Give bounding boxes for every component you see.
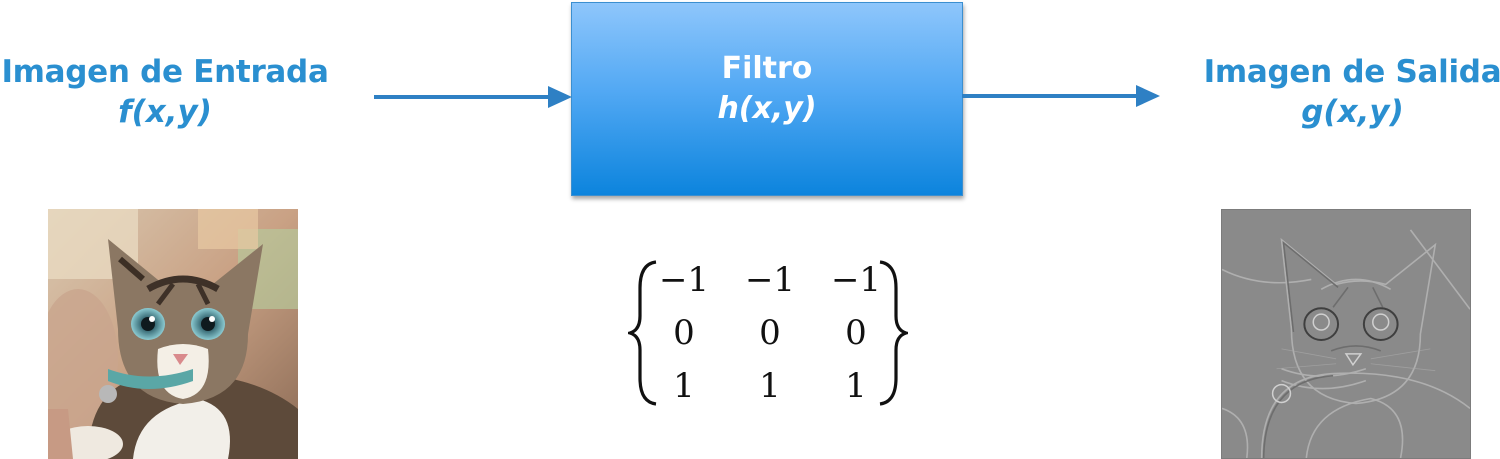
filter-function: h(x,y) xyxy=(717,91,817,126)
kernel-cell: 0 xyxy=(759,313,781,353)
input-image-title: Imagen de Entrada xyxy=(1,54,329,90)
kernel-matrix: −1 −1 −1 0 0 0 1 1 1 xyxy=(628,258,908,408)
input-image-label: Imagen de Entrada f(x,y) xyxy=(0,52,330,132)
kernel-cell: 1 xyxy=(673,366,695,406)
kernel-cell: 1 xyxy=(845,366,867,406)
kernel-cell: −1 xyxy=(658,260,710,300)
input-to-filter-arrow xyxy=(374,86,572,108)
kernel-cell: −1 xyxy=(830,260,882,300)
cat-photo-icon xyxy=(48,209,298,459)
cat-edge-filtered-icon xyxy=(1222,210,1470,458)
kernel-cell: 0 xyxy=(673,313,695,353)
output-image-title: Imagen de Salida xyxy=(1203,54,1500,90)
output-image xyxy=(1221,209,1471,459)
filter-block: Filtro h(x,y) xyxy=(571,2,963,196)
kernel-cell: −1 xyxy=(744,260,796,300)
kernel-cell: 0 xyxy=(845,313,867,353)
left-brace-icon xyxy=(628,260,657,406)
filter-title: Filtro xyxy=(721,51,813,86)
output-image-label: Imagen de Salida g(x,y) xyxy=(1200,52,1500,132)
input-image-function: f(x,y) xyxy=(118,94,212,130)
filter-to-output-arrow xyxy=(962,85,1160,107)
output-image-function: g(x,y) xyxy=(1301,94,1404,130)
input-image xyxy=(48,209,298,459)
kernel-cell: 1 xyxy=(759,366,781,406)
right-brace-icon xyxy=(879,260,908,406)
